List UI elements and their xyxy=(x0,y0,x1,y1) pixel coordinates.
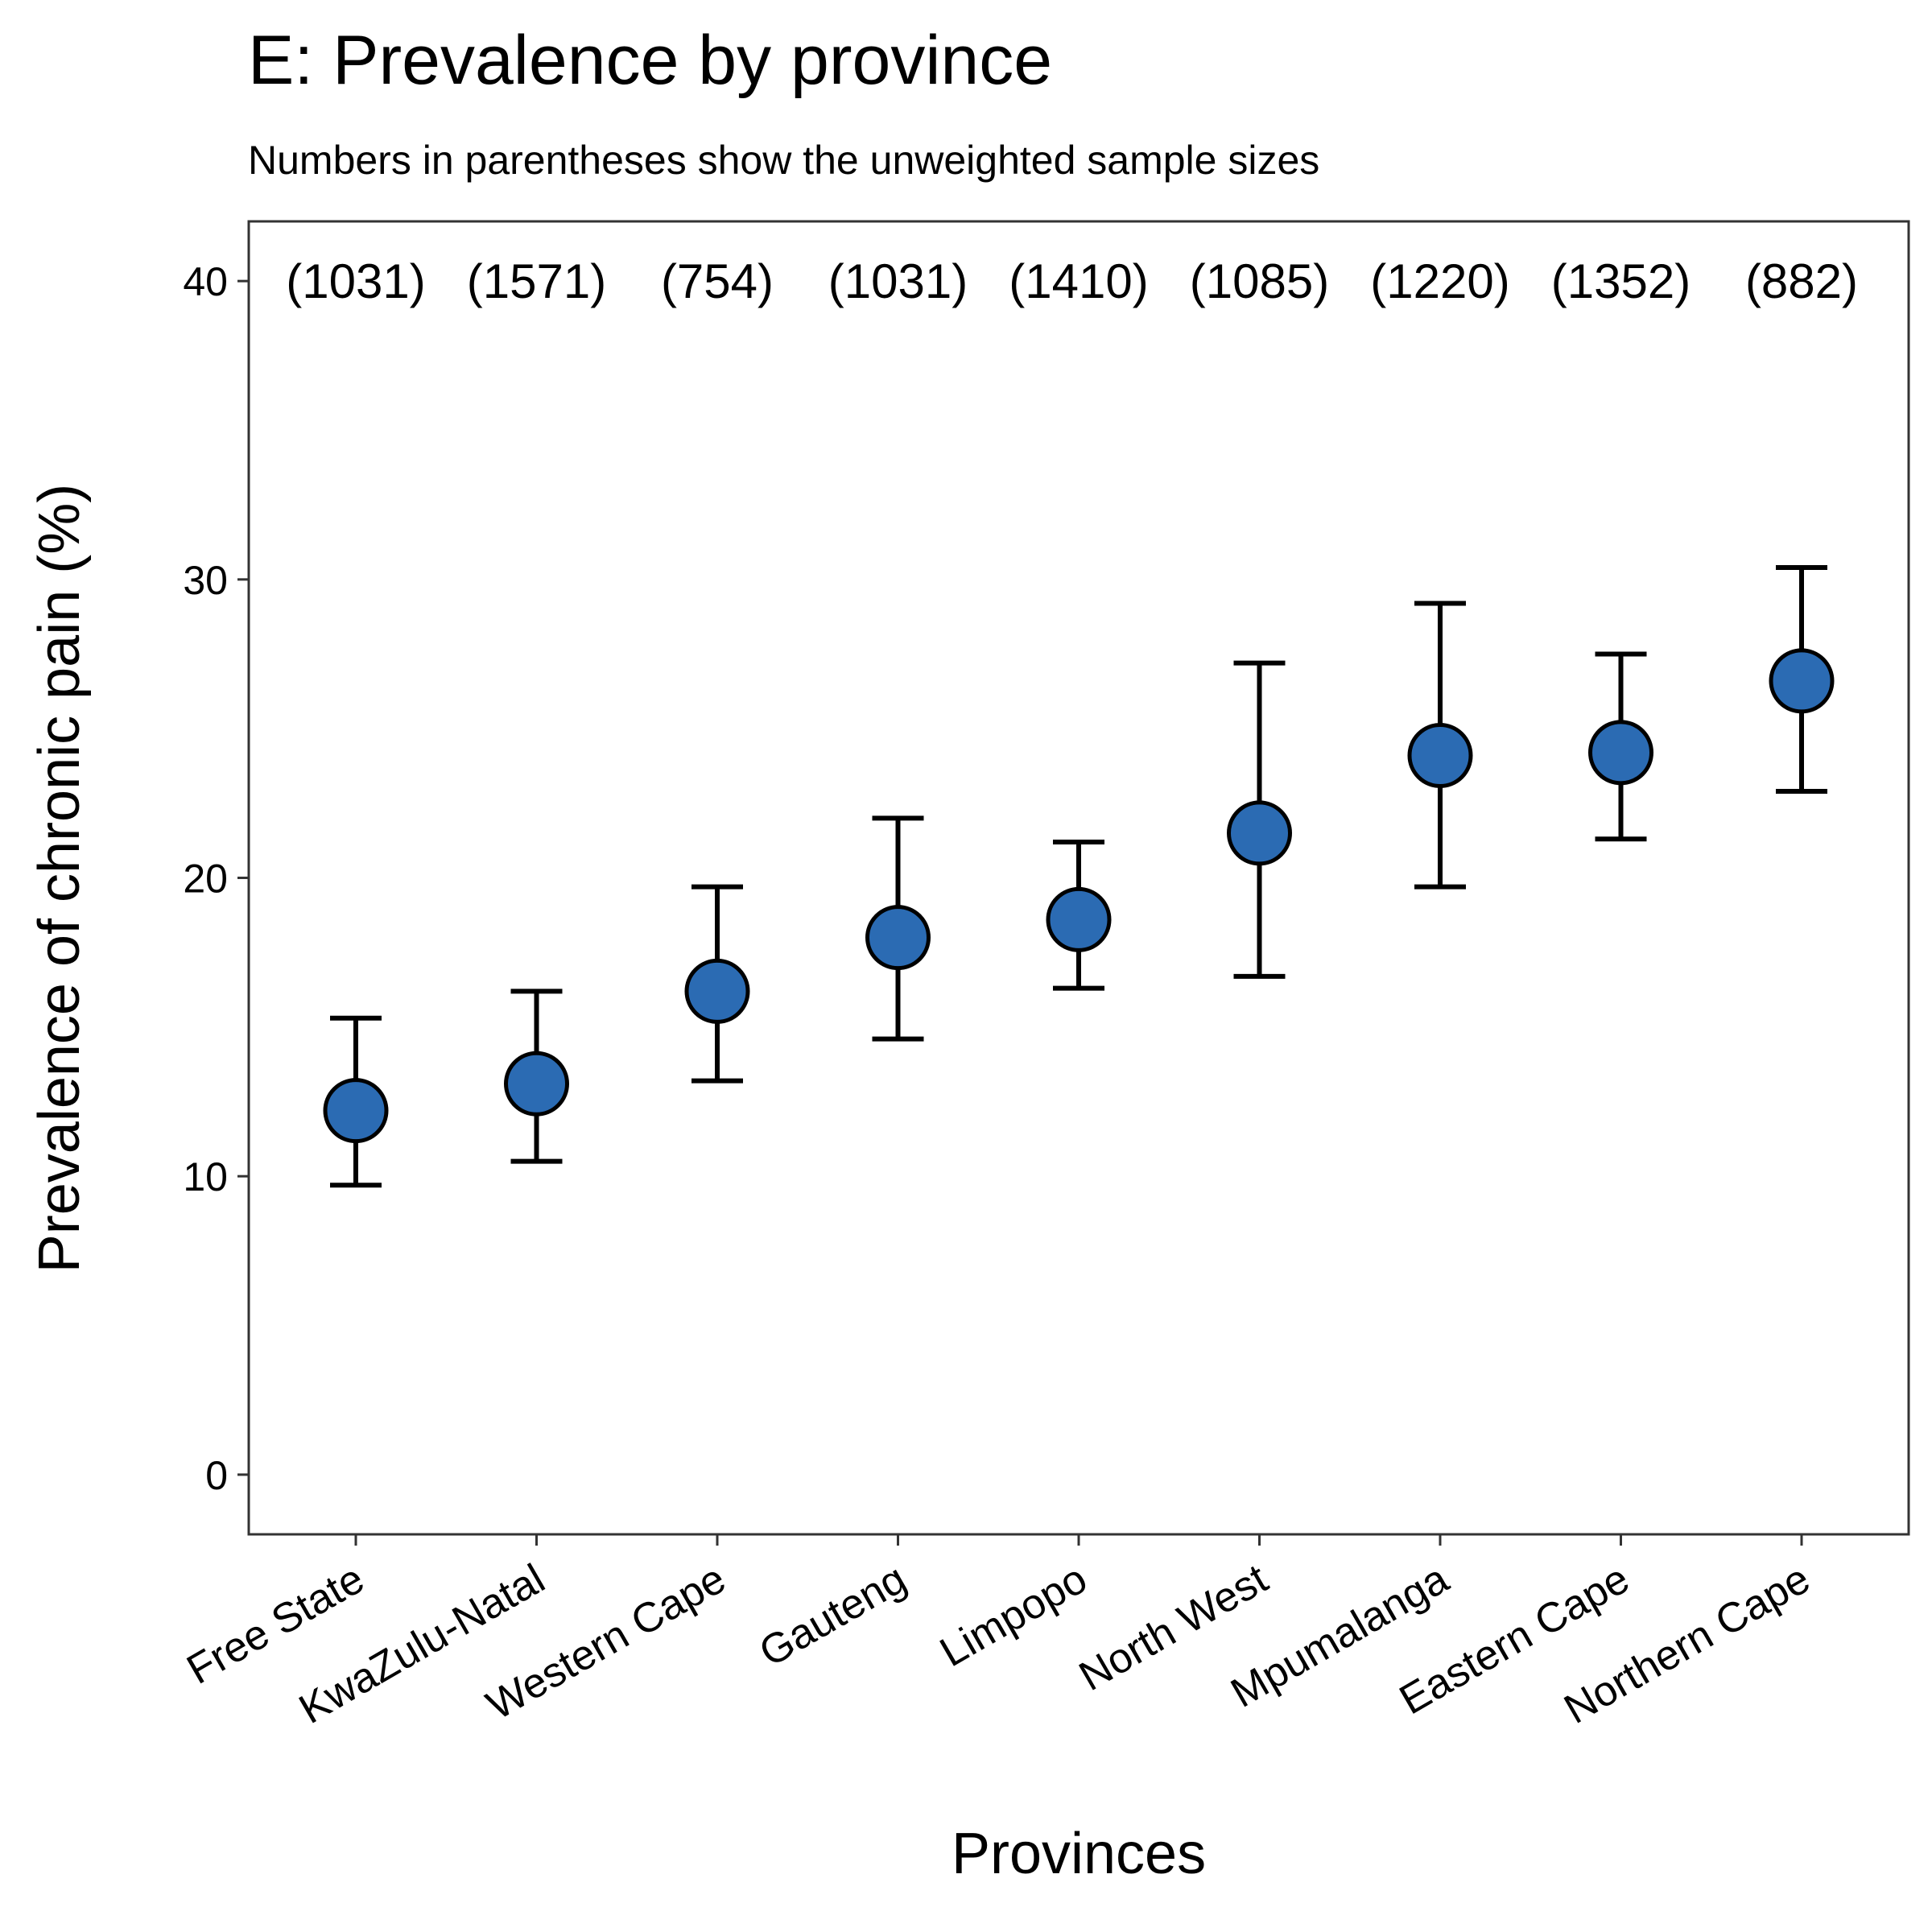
data-point xyxy=(865,905,931,971)
data-point xyxy=(504,1051,569,1117)
chart-title: E: Prevalence by province xyxy=(248,22,1052,99)
sample-size-label: (1410) xyxy=(1009,254,1148,308)
y-tick-label: 20 xyxy=(183,857,228,902)
sample-size-label: (1085) xyxy=(1190,254,1329,308)
sample-size-label: (1352) xyxy=(1551,254,1690,308)
data-point xyxy=(684,958,750,1024)
data-point xyxy=(1588,720,1653,786)
y-axis-label: Prevalence of chronic pain (%) xyxy=(27,484,92,1273)
y-tick-label: 40 xyxy=(183,259,228,304)
data-points xyxy=(323,648,1835,1144)
sample-size-label: (1571) xyxy=(467,254,606,308)
y-axis: 0 10 20 30 40 xyxy=(183,259,249,1498)
chart-subtitle: Numbers in parentheses show the unweight… xyxy=(248,138,1319,183)
data-point xyxy=(1046,886,1112,952)
sample-size-label: (1031) xyxy=(828,254,968,308)
data-point xyxy=(1407,723,1473,789)
data-point xyxy=(323,1078,389,1144)
sample-size-label: (754) xyxy=(661,254,774,308)
data-point xyxy=(1769,648,1835,714)
sample-size-annotations: (1031) (1571) (754) (1031) (1410) (1085) (1220… xyxy=(286,254,1858,308)
y-tick-label: 0 xyxy=(205,1453,228,1498)
y-tick-label: 10 xyxy=(183,1154,228,1199)
x-tick-label: Limpopo xyxy=(932,1555,1095,1676)
x-axis-label: Provinces xyxy=(952,1822,1206,1886)
sample-size-label: (1220) xyxy=(1370,254,1509,308)
data-point xyxy=(1227,800,1292,866)
x-tick-label: Gauteng xyxy=(752,1555,914,1676)
sample-size-label: (882) xyxy=(1745,254,1858,308)
y-tick-label: 30 xyxy=(183,558,228,603)
sample-size-label: (1031) xyxy=(286,254,425,308)
